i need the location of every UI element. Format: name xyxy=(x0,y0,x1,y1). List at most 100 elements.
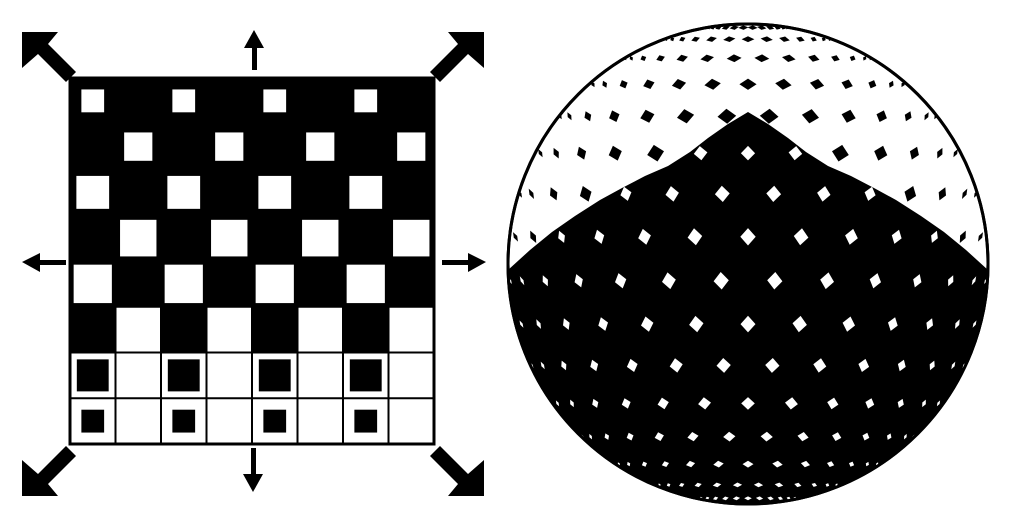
arrow-up-left-icon xyxy=(22,32,76,82)
sphere-diamond xyxy=(827,461,835,467)
sphere-diamond xyxy=(693,146,708,161)
grid-cell xyxy=(206,398,253,445)
sphere-diamond xyxy=(747,25,758,30)
sphere-diamond xyxy=(687,228,703,246)
grid-square xyxy=(349,359,382,392)
arrow-up-icon xyxy=(244,30,264,70)
grid-cell xyxy=(297,78,344,125)
sphere-diamond xyxy=(609,110,620,122)
grid-cell xyxy=(115,352,162,399)
sphere-diamond xyxy=(841,109,856,123)
grid-cell xyxy=(343,215,389,262)
sphere-diamond xyxy=(863,56,867,61)
sphere-diamond xyxy=(936,400,941,407)
sphere-diamond xyxy=(698,397,711,410)
sphere-diamond xyxy=(656,55,665,62)
sphere-diamond xyxy=(793,228,809,246)
sphere-diamond xyxy=(694,482,702,488)
sphere-diamond xyxy=(913,274,922,288)
sphere-diamond xyxy=(808,54,820,62)
sphere-diamond xyxy=(978,232,983,242)
sphere-diamond xyxy=(897,359,906,372)
sphere-diamond xyxy=(513,232,518,242)
sphere-diamond xyxy=(589,433,592,440)
grid-square xyxy=(167,175,201,209)
sphere-diamond xyxy=(937,147,943,159)
sphere-diamond xyxy=(657,397,669,410)
sphere-diamond xyxy=(825,483,830,487)
grid-cell xyxy=(252,123,298,170)
grid-square xyxy=(76,175,110,209)
sphere-diamond xyxy=(738,25,749,30)
sphere-diamond xyxy=(864,186,876,201)
sphere-diamond xyxy=(767,496,774,501)
sphere-diamond xyxy=(888,317,898,331)
sphere-diamond xyxy=(740,228,756,246)
grid-cell xyxy=(297,306,344,353)
sphere-diamond xyxy=(579,186,592,202)
grid-cell xyxy=(252,306,298,353)
grid-square xyxy=(258,359,291,392)
grid-cell xyxy=(388,306,435,353)
sphere-diamond xyxy=(740,315,756,333)
sphere-diamond xyxy=(717,108,737,124)
sphere-diamond xyxy=(831,55,840,62)
sphere-diamond xyxy=(865,398,875,409)
sphere-diamond xyxy=(858,358,870,372)
sphere-diamond xyxy=(782,54,796,62)
sphere-diamond xyxy=(519,320,524,328)
grid-border xyxy=(68,76,436,446)
sphere-diamond xyxy=(924,112,929,121)
grid-cell xyxy=(115,306,162,353)
grid-square xyxy=(164,264,203,304)
sphere-diamond xyxy=(602,80,607,88)
grid-cell xyxy=(343,123,389,170)
sphere-diamond xyxy=(955,319,960,329)
grid-square xyxy=(76,359,109,392)
sphere-diamond xyxy=(627,461,631,467)
grid-square xyxy=(120,219,157,257)
sphere-diamond xyxy=(590,359,599,372)
grid-cell xyxy=(115,398,162,445)
sphere-diamond xyxy=(904,186,917,202)
sphere-diamond xyxy=(760,36,773,42)
sphere-diamond xyxy=(922,399,926,408)
sphere-diamond xyxy=(530,230,537,243)
grid-square xyxy=(397,132,426,161)
sphere-diamond xyxy=(662,272,676,290)
grid-cell xyxy=(206,352,253,399)
grid-cell xyxy=(388,78,435,125)
grid-cell xyxy=(161,215,207,262)
sphere-diamond xyxy=(542,275,548,287)
sphere-diamond xyxy=(876,110,887,122)
sphere-diamond xyxy=(626,358,638,372)
sphere-diamond xyxy=(577,146,587,160)
sphere-diamond xyxy=(891,229,902,244)
sphere-diamond xyxy=(741,36,755,43)
sphere-diamond xyxy=(686,460,696,468)
sphere-diamond xyxy=(820,272,834,290)
sphere-diamond xyxy=(716,358,731,373)
sphere-diamond xyxy=(665,186,679,202)
sphere-diamond xyxy=(753,482,764,488)
sphere-diamond xyxy=(817,186,831,202)
sphere-diamond xyxy=(550,187,558,201)
sphere-diamond xyxy=(538,149,543,158)
sphere-diamond xyxy=(845,228,858,245)
sphere-diamond xyxy=(661,461,669,467)
sphere-diamond xyxy=(841,79,853,89)
sphere-diamond xyxy=(759,108,779,124)
sphere-diamond xyxy=(948,275,954,287)
grid-square xyxy=(172,89,196,113)
grid-cell xyxy=(206,261,253,308)
arrow-down-left-icon xyxy=(22,446,76,496)
sphere-diamond xyxy=(766,25,775,30)
sphere-diamond xyxy=(592,398,599,408)
sphere-diamond xyxy=(567,112,572,121)
grid-square xyxy=(167,359,200,392)
sphere-diamond xyxy=(926,318,933,330)
sphere-diamond xyxy=(629,56,633,61)
sphere-diamond xyxy=(723,36,736,42)
diamond-sphere xyxy=(506,22,990,506)
